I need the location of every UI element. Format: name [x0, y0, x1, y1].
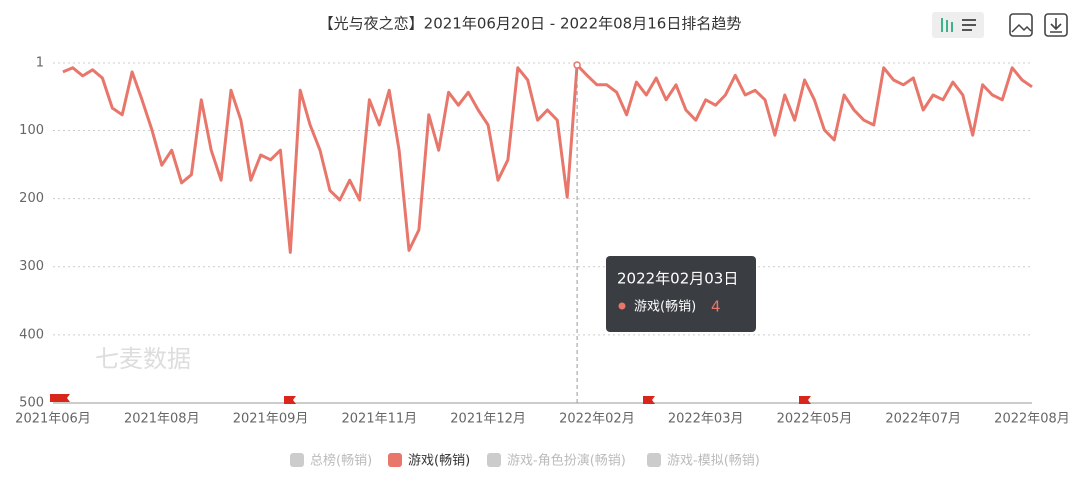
- tooltip-series: 游戏(畅销): [634, 300, 696, 315]
- x-tick-label: 2021年08月: [124, 412, 200, 427]
- legend-swatch[interactable]: [290, 453, 304, 467]
- legend-swatch[interactable]: [647, 453, 661, 467]
- legend-label[interactable]: 游戏-模拟(畅销): [667, 454, 760, 469]
- download-icon[interactable]: [1044, 13, 1068, 37]
- tooltip-point: [573, 61, 581, 69]
- y-tick-label: 1: [36, 56, 44, 71]
- x-tick-label: 2022年07月: [885, 412, 961, 427]
- flag: [284, 396, 296, 410]
- legend-label[interactable]: 总榜(畅销): [310, 453, 372, 469]
- view-toggle[interactable]: [932, 12, 984, 38]
- legend-swatch[interactable]: [388, 453, 402, 467]
- legend-swatch[interactable]: [487, 453, 501, 467]
- y-tick-label: 200: [19, 191, 44, 206]
- tooltip-value: 4: [711, 298, 721, 316]
- series-line: [62, 63, 1033, 254]
- bar-icon[interactable]: [941, 18, 953, 32]
- download-arrow: [1050, 18, 1062, 33]
- tooltip-box: [606, 256, 756, 332]
- legend-label[interactable]: 游戏-角色扮演(畅销): [507, 453, 626, 469]
- tooltip-dot: [618, 302, 626, 310]
- flag: [58, 394, 70, 408]
- x-tick-label: 2022年05月: [777, 412, 853, 427]
- event-flags: [50, 394, 811, 410]
- x-tick-label: 2021年09月: [233, 412, 309, 427]
- list-icon[interactable]: [962, 19, 976, 31]
- x-tick-label: 2022年08月: [994, 412, 1070, 427]
- y-tick-label: 100: [19, 123, 44, 138]
- chart-title: 【光与夜之恋】2021年06月20日 - 2022年08月16日排名趋势: [319, 15, 742, 33]
- x-tick-label: 2022年02月: [559, 412, 635, 427]
- legend-label[interactable]: 游戏(畅销): [408, 454, 470, 469]
- x-tick-label: 2022年03月: [668, 412, 744, 427]
- watermark: 七麦数据: [95, 345, 191, 373]
- x-tick-label: 2021年12月: [450, 412, 526, 427]
- image-icon-mtn: [1011, 23, 1032, 33]
- flag: [799, 396, 811, 410]
- toolbar[interactable]: [932, 12, 1068, 38]
- y-tick-label: 300: [19, 259, 44, 274]
- image-icon[interactable]: [1009, 13, 1033, 37]
- x-tick-label: 2021年11月: [342, 412, 418, 427]
- y-tick-label: 500: [19, 396, 44, 411]
- x-tick-label: 2021年06月: [15, 412, 91, 427]
- y-tick-label: 400: [19, 327, 44, 342]
- tooltip-title: 2022年02月03日: [617, 270, 738, 288]
- flag: [643, 396, 655, 410]
